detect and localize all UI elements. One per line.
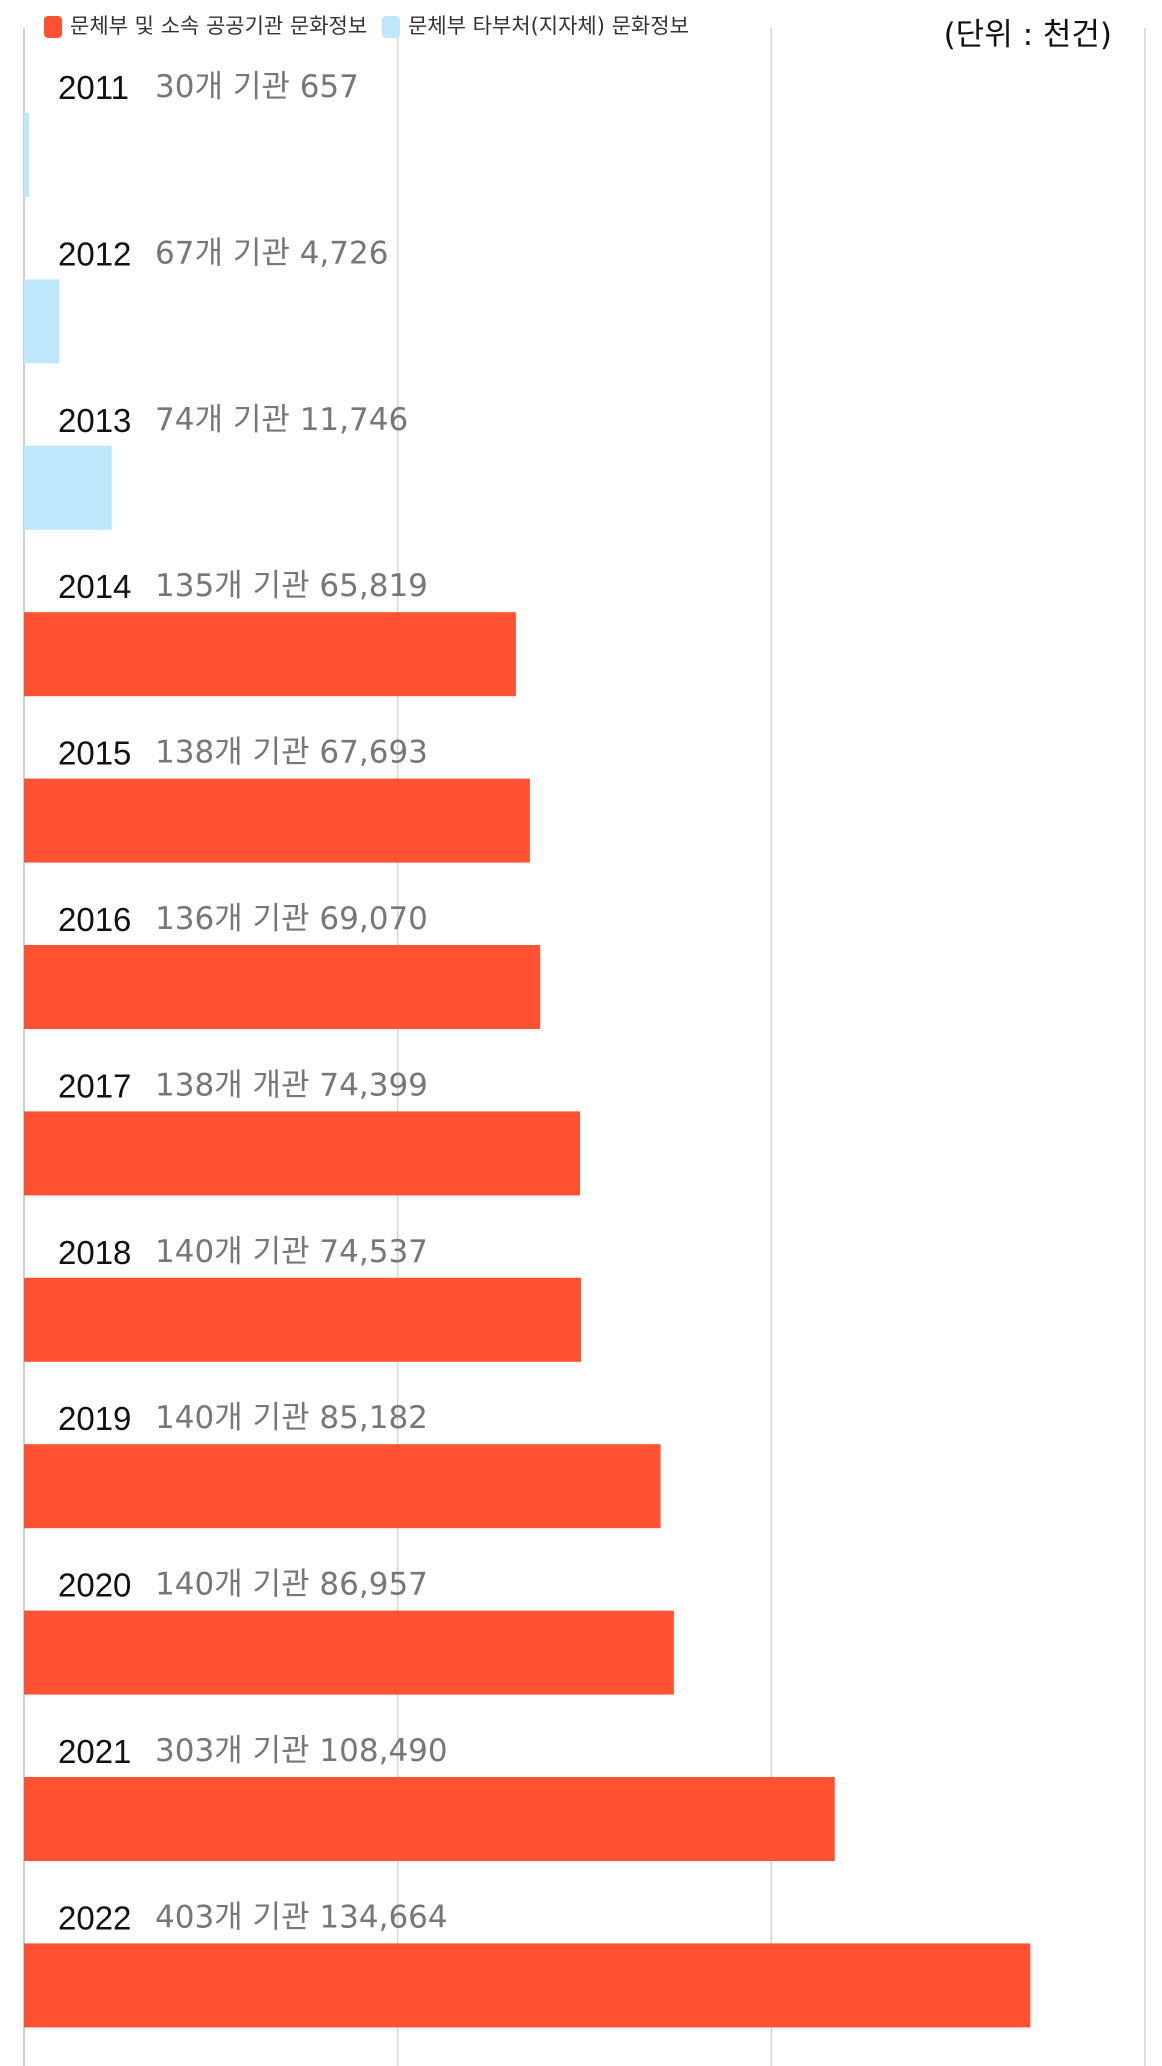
- year-label-2015: 2015: [58, 735, 131, 772]
- bar-2019: [24, 1444, 661, 1529]
- legend-label-other-ministries: 문체부 타부처(지자체) 문화정보: [408, 14, 689, 38]
- data-label-2013: 74개 기관 11,746: [155, 402, 408, 438]
- year-label-2011: 2011: [58, 69, 129, 106]
- data-label-2011: 30개 기관 657: [155, 69, 359, 105]
- bar-2017: [24, 1111, 581, 1196]
- data-label-2022: 403개 기관 134,664: [155, 1899, 448, 1935]
- bar-2014: [24, 612, 516, 697]
- bar-2016: [24, 945, 541, 1029]
- bar-2018: [24, 1277, 582, 1362]
- bar-2020: [24, 1610, 674, 1695]
- legend-swatch-culture-ministry: [44, 16, 62, 38]
- bar-2021: [24, 1777, 835, 1861]
- year-label-2012: 2012: [58, 235, 131, 272]
- bar-2012: [24, 279, 60, 364]
- bar-2015: [24, 778, 530, 863]
- data-label-2015: 138개 기관 67,693: [155, 735, 428, 771]
- data-label-2021: 303개 기관 108,490: [155, 1733, 448, 1769]
- data-label-2016: 136개 기관 69,070: [155, 901, 428, 937]
- year-label-2014: 2014: [58, 568, 131, 605]
- year-label-2020: 2020: [58, 1567, 131, 1604]
- bar-2022: [24, 1943, 1031, 2028]
- bar-2013: [24, 445, 112, 530]
- year-label-2016: 2016: [58, 901, 131, 938]
- data-label-2018: 140개 기관 74,537: [155, 1234, 428, 1270]
- year-label-2018: 2018: [58, 1234, 131, 1271]
- bars: [24, 113, 1031, 2028]
- data-label-2019: 140개 기관 85,182: [155, 1400, 428, 1436]
- year-label-2017: 2017: [58, 1067, 131, 1104]
- bar-labels: 2011 30개 기관 657 2012 67개 기관 4,726 2013 74개 기관…: [58, 69, 448, 1936]
- year-label-2021: 2021: [58, 1733, 131, 1770]
- legend-label-culture-ministry: 문체부 및 소속 공공기관 문화정보: [70, 14, 367, 38]
- legend-swatch-other-ministries: [382, 16, 400, 38]
- data-label-2014: 135개 기관 65,819: [155, 568, 428, 604]
- year-label-2019: 2019: [58, 1400, 131, 1437]
- grid-lines: [23, 28, 1146, 2066]
- unit-label: (단위 : 천건): [944, 17, 1112, 53]
- data-label-2017: 138개 개관 74,399: [155, 1067, 428, 1103]
- data-label-2012: 67개 기관 4,726: [155, 235, 388, 271]
- legend: 문체부 및 소속 공공기관 문화정보 문체부 타부처(지자체) 문화정보: [44, 14, 689, 38]
- data-label-2020: 140개 기관 86,957: [155, 1567, 428, 1603]
- year-label-2013: 2013: [58, 402, 131, 439]
- bar-2011: [24, 113, 29, 197]
- year-label-2022: 2022: [58, 1899, 131, 1936]
